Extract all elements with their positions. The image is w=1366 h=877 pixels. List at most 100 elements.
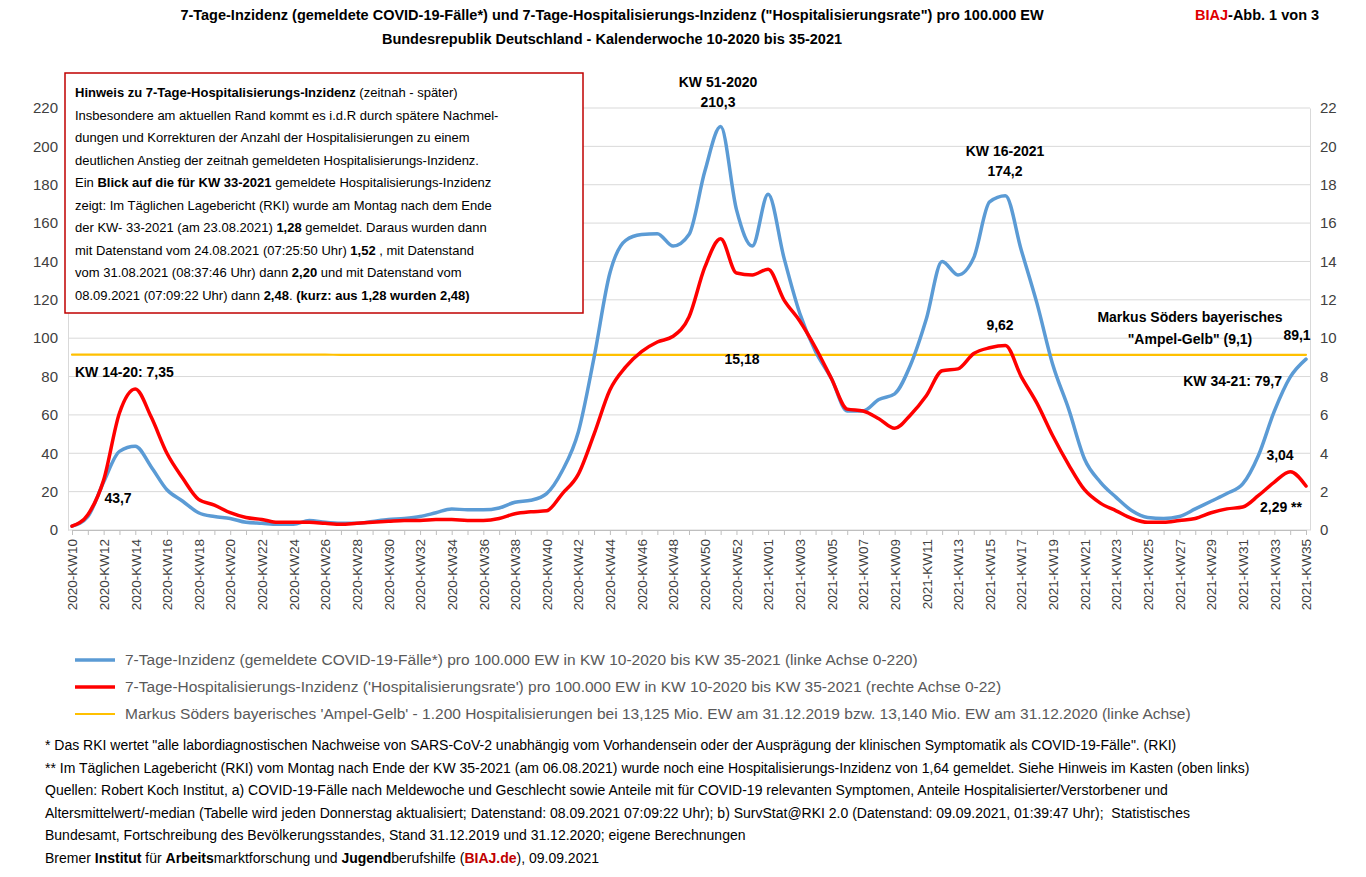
x-tick: 2020-KW34 bbox=[445, 530, 460, 610]
y-tick-label: 80 bbox=[41, 368, 58, 385]
grid-line bbox=[68, 338, 1310, 339]
x-tick bbox=[1005, 530, 1006, 535]
y2-tick-label: 22 bbox=[1320, 99, 1337, 116]
x-tick: 2020-KW18 bbox=[192, 530, 207, 610]
x-tick: 2020-KW44 bbox=[603, 530, 618, 610]
text-run: * Das RKI wertet "alle labordiagnostisch… bbox=[45, 737, 1176, 753]
annotation: KW 51-2020 bbox=[679, 74, 758, 90]
x-tick-label: 2020-KW14 bbox=[129, 539, 144, 611]
y-tick-label: 180 bbox=[33, 176, 58, 193]
text-run: Hinweis zu 7-Tage-Hospitalisierungs-Inzi… bbox=[75, 85, 356, 100]
chart-root: 7-Tage-Inzidenz (gemeldete COVID-19-Fäll… bbox=[0, 0, 1366, 877]
grid-line bbox=[68, 414, 1310, 415]
annotations: KW 51-2020210,315,18KW 16-2021174,29,62K… bbox=[75, 74, 1311, 515]
x-tick bbox=[499, 530, 500, 535]
y-tick-label: 100 bbox=[33, 329, 58, 346]
y2-tick-label: 0 bbox=[1320, 521, 1328, 538]
x-tick: 2021-KW19 bbox=[1046, 530, 1061, 610]
x-tick: 2020-KW48 bbox=[666, 530, 681, 610]
x-tick-label: 2021-KW25 bbox=[1141, 539, 1156, 610]
x-tick-label: 2021-KW31 bbox=[1236, 539, 1251, 610]
x-tick bbox=[119, 530, 120, 535]
y-tick: 140 bbox=[33, 253, 68, 270]
text-run: deutlichen Anstieg der zeitnah gemeldete… bbox=[75, 153, 479, 168]
x-tick-label: 2020-KW34 bbox=[445, 539, 460, 611]
y-tick: 20 bbox=[41, 483, 68, 500]
x-tick-mark bbox=[515, 530, 516, 535]
x-tick-mark bbox=[404, 530, 405, 535]
x-tick-label: 2021-KW19 bbox=[1046, 539, 1061, 610]
x-tick-mark bbox=[768, 530, 769, 535]
x-tick-label: 2020-KW50 bbox=[698, 539, 713, 610]
legend-label: 7-Tage-Inzidenz (gemeldete COVID-19-Fäll… bbox=[125, 651, 918, 668]
annotation: 174,2 bbox=[987, 163, 1022, 179]
y-tick: 0 bbox=[50, 521, 68, 538]
x-tick-mark bbox=[958, 530, 959, 535]
x-tick-mark bbox=[293, 530, 294, 535]
note-line: Insbesondere am aktuellen Rand kommt es … bbox=[75, 108, 498, 123]
note-line: dungen und Korrekturen der Anzahl der Ho… bbox=[75, 130, 470, 145]
text-run: der KW- 33-2021 (am 23.08.2021) bbox=[75, 220, 276, 235]
x-tick-mark bbox=[879, 530, 880, 535]
x-tick-label: 2020-KW32 bbox=[413, 539, 428, 610]
x-tick: 2020-KW10 bbox=[65, 530, 80, 610]
x-tick-label: 2021-KW01 bbox=[761, 539, 776, 610]
x-tick-label: 2021-KW13 bbox=[951, 539, 966, 610]
y2-axis: 0246810121416182022 bbox=[1310, 99, 1337, 538]
x-tick: 2020-KW24 bbox=[287, 530, 302, 610]
footnote: Bundesamt, Fortschreibung des Bevölkerun… bbox=[45, 827, 746, 843]
y-tick-label: 20 bbox=[41, 483, 58, 500]
x-tick-label: 2020-KW22 bbox=[255, 539, 270, 610]
y-tick-label: 120 bbox=[33, 291, 58, 308]
x-tick: 2020-KW50 bbox=[698, 530, 713, 610]
x-tick-label: 2020-KW20 bbox=[223, 539, 238, 610]
text-run: mit Datenstand vom 24.08.2021 (07:25:50 … bbox=[75, 243, 350, 258]
x-tick bbox=[974, 530, 975, 535]
text-run: BIAJ bbox=[1195, 7, 1228, 23]
x-tick-mark bbox=[499, 530, 500, 535]
x-tick-label: 2021-KW03 bbox=[793, 539, 808, 610]
x-tick: 2021-KW15 bbox=[983, 530, 998, 610]
x-tick-label: 2020-KW28 bbox=[350, 539, 365, 610]
x-tick-mark bbox=[721, 530, 722, 535]
y2-tick: 10 bbox=[1310, 329, 1337, 346]
y-tick: 80 bbox=[41, 368, 68, 385]
x-tick-mark bbox=[246, 530, 247, 535]
x-tick: 2020-KW14 bbox=[129, 530, 144, 610]
y2-tick: 8 bbox=[1310, 368, 1328, 385]
x-tick bbox=[1037, 530, 1038, 535]
x-tick-label: 2020-KW48 bbox=[666, 539, 681, 610]
x-tick bbox=[151, 530, 152, 535]
text-run: 2,20 bbox=[292, 265, 317, 280]
x-tick: 2021-KW21 bbox=[1078, 530, 1093, 610]
x-tick-mark bbox=[784, 530, 785, 535]
y2-tick-label: 2 bbox=[1320, 483, 1328, 500]
x-tick-mark bbox=[1085, 530, 1086, 535]
x-tick-label: 2020-KW30 bbox=[382, 539, 397, 610]
x-tick-label: 2020-KW26 bbox=[318, 539, 333, 610]
text-run: 1,52 bbox=[350, 243, 375, 258]
x-tick bbox=[942, 530, 943, 535]
x-tick-mark bbox=[610, 530, 611, 535]
series-line bbox=[72, 127, 1306, 527]
x-tick-label: 2020-KW16 bbox=[160, 539, 175, 610]
note-box-frame bbox=[65, 73, 583, 313]
y-tick-label: 140 bbox=[33, 253, 58, 270]
x-tick-label: 2020-KW18 bbox=[192, 539, 207, 610]
legend-label: Markus Söders bayerisches 'Ampel-Gelb' -… bbox=[125, 705, 1191, 722]
x-tick bbox=[562, 530, 563, 535]
text-run: zeigt: Im Täglichen Lagebericht (RKI) wu… bbox=[75, 198, 492, 213]
x-tick-mark bbox=[452, 530, 453, 535]
x-tick-mark bbox=[942, 530, 943, 535]
legend-label: 7-Tage-Hospitalisierungs-Inzidenz ('Hosp… bbox=[125, 678, 1001, 695]
x-tick bbox=[847, 530, 848, 535]
x-tick: 2021-KW25 bbox=[1141, 530, 1156, 610]
y2-tick-label: 14 bbox=[1320, 253, 1337, 270]
x-tick bbox=[278, 530, 279, 535]
x-tick-label: 2021-KW33 bbox=[1268, 539, 1283, 610]
x-tick: 2021-KW33 bbox=[1268, 530, 1283, 610]
x-tick bbox=[88, 530, 89, 535]
x-tick: 2020-KW38 bbox=[508, 530, 523, 610]
x-tick-mark bbox=[341, 530, 342, 535]
x-tick bbox=[626, 530, 627, 535]
